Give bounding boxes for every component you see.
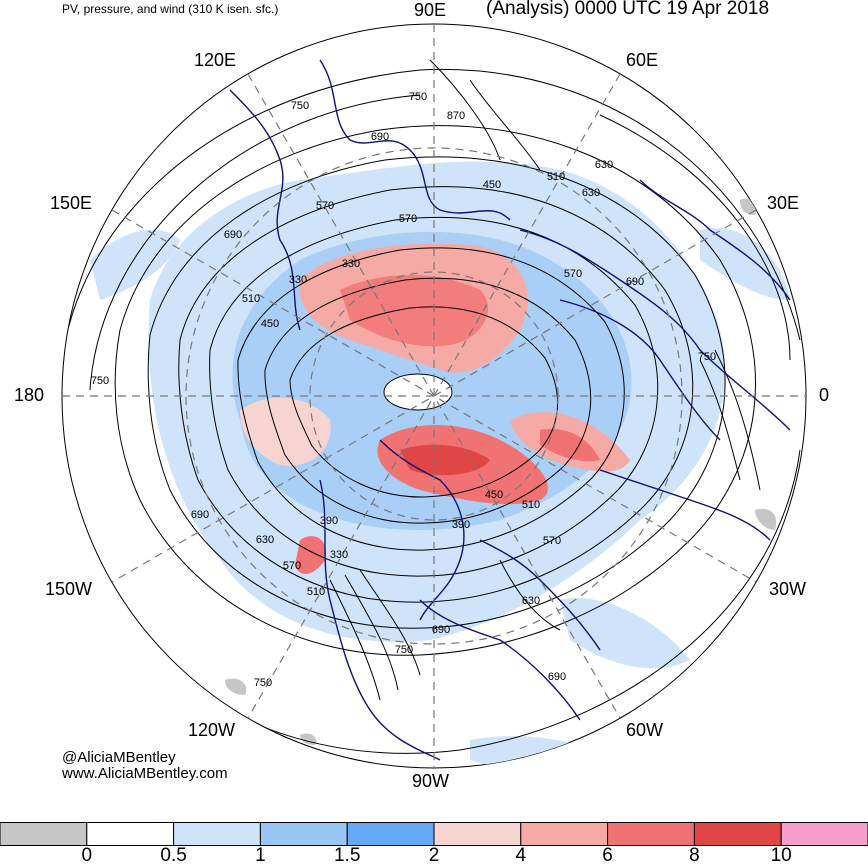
contour-label: 450 <box>483 179 501 191</box>
contour-label: 450 <box>485 489 503 501</box>
contour-label: 510 <box>522 499 540 511</box>
contour-label: 750 <box>409 91 427 103</box>
longitude-label-90e: 90E <box>414 0 447 20</box>
contour-label: 390 <box>452 519 470 531</box>
contour-label: 570 <box>564 268 582 280</box>
contour-label: 510 <box>307 586 325 598</box>
contour-label: 750 <box>254 677 272 689</box>
colorbar-segment <box>520 822 609 846</box>
contour-label: 330 <box>289 274 307 286</box>
longitude-label-150e: 150E <box>50 193 93 213</box>
contour-label: 750 <box>698 351 716 363</box>
credit-url: www.AliciaMBentley.com <box>62 765 228 782</box>
colorbar-segment <box>0 822 88 846</box>
longitude-label-0: 0 <box>819 385 830 405</box>
contour-label: 450 <box>261 318 279 330</box>
colorbar-segment <box>780 822 868 846</box>
contour-label: 690 <box>224 229 242 241</box>
contour-label: 750 <box>91 375 109 387</box>
coastlines <box>229 59 791 761</box>
contour-label: 570 <box>543 535 561 547</box>
longitude-label-60w: 60W <box>626 720 664 740</box>
contour-label: 630 <box>256 534 274 546</box>
colorbar-tick-label: 0.5 <box>160 845 187 866</box>
contour-label: 690 <box>371 131 389 143</box>
contour-label: 330 <box>330 549 348 561</box>
colorbar-tick-label: 1.5 <box>333 845 361 866</box>
credit-handle: @AliciaMBentley <box>62 749 176 766</box>
contour-label: 330 <box>342 258 360 270</box>
longitude-label-120w: 120W <box>188 720 236 740</box>
contour-label: 570 <box>316 200 334 212</box>
map-subtitle: PV, pressure, and wind (310 K isen. sfc.… <box>62 2 279 16</box>
longitude-label-120e: 120E <box>194 50 237 70</box>
longitude-label-90w: 90W <box>412 771 450 791</box>
colorbar-tick-label: 8 <box>689 845 700 866</box>
contour-label: 510 <box>547 171 565 183</box>
colorbar-segment <box>259 822 348 846</box>
colorbar-tick-label: 1 <box>255 845 266 866</box>
contour-label: 690 <box>432 624 450 636</box>
contour-label: 630 <box>582 187 600 199</box>
contour-label: 510 <box>242 293 260 305</box>
contour-label: 690 <box>548 671 566 683</box>
colorbar-segment <box>693 822 782 846</box>
contour-label: 570 <box>283 560 301 572</box>
contour-label: 630 <box>522 595 540 607</box>
colorbar-segment <box>433 822 522 846</box>
map-title: (Analysis) 0000 UTC 19 Apr 2018 <box>486 0 770 19</box>
contour-labels: 750 750 870 690 630 510 630 570 570 450 … <box>91 91 716 689</box>
colorbar-tick-label: 0 <box>81 845 93 866</box>
polar-map: 750 750 870 690 630 510 630 570 570 450 … <box>61 23 807 769</box>
contour-label: 870 <box>447 110 465 122</box>
contour-label: 390 <box>320 515 338 527</box>
colorbar-tick-label: 4 <box>515 845 527 866</box>
longitude-label-30w: 30W <box>769 579 807 599</box>
graticule <box>62 24 806 768</box>
contour-label: 690 <box>626 276 644 288</box>
colorbar-tick-label: 6 <box>602 845 613 866</box>
longitude-label-60e: 60E <box>626 50 659 70</box>
contour-label: 750 <box>395 644 413 656</box>
colorbar-tick-label: 2 <box>428 845 440 866</box>
longitude-label-180: 180 <box>14 385 45 405</box>
colorbar-tick-label: 10 <box>770 845 792 866</box>
colorbar-segment <box>173 822 261 846</box>
colorbar-segment <box>86 822 175 846</box>
contour-label: 570 <box>399 213 417 225</box>
colorbar-segment <box>346 822 435 846</box>
longitude-label-150w: 150W <box>45 579 93 599</box>
colorbar-segment <box>607 822 695 846</box>
colorbar <box>0 822 868 846</box>
longitude-label-30e: 30E <box>767 193 800 213</box>
contour-label: 690 <box>191 509 209 521</box>
contour-label: 750 <box>291 100 309 112</box>
contour-label: 630 <box>595 159 613 171</box>
